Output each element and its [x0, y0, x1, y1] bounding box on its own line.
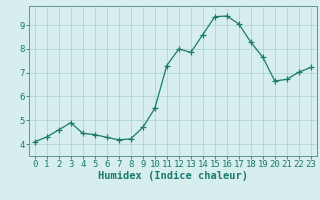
X-axis label: Humidex (Indice chaleur): Humidex (Indice chaleur) [98, 171, 248, 181]
